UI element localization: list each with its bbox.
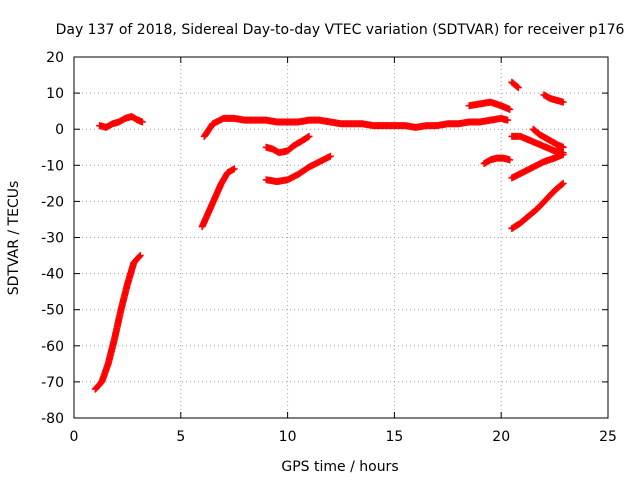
y-tick-label: -50 — [41, 303, 64, 319]
data-series — [480, 154, 514, 167]
data-point — [558, 180, 566, 188]
data-series — [508, 78, 522, 92]
data-point — [559, 179, 567, 187]
data-point — [559, 150, 567, 158]
data-point — [135, 253, 143, 261]
y-tick-label: -30 — [41, 231, 64, 247]
y-tick-label: -10 — [41, 158, 64, 174]
data-series — [200, 114, 512, 140]
data-point — [559, 98, 567, 106]
y-tick-label: 20 — [46, 50, 64, 66]
data-series — [508, 150, 567, 182]
data-series — [262, 152, 334, 186]
y-axis-label: SDTVAR / TECUs — [6, 181, 22, 296]
data-series — [96, 113, 146, 131]
data-point — [559, 143, 567, 151]
data-point — [506, 105, 514, 113]
data-series — [262, 132, 313, 157]
grid-lines — [74, 57, 608, 418]
data-point — [305, 132, 313, 140]
x-tick-label: 10 — [279, 429, 297, 445]
data-point — [230, 165, 238, 173]
x-tick-label: 0 — [70, 429, 79, 445]
data-point — [326, 152, 334, 160]
x-tick-label: 20 — [492, 429, 510, 445]
data-points — [91, 78, 567, 393]
data-series — [198, 165, 238, 231]
y-tick-label: -70 — [41, 375, 64, 391]
data-point — [513, 83, 521, 91]
x-axis-label: GPS time / hours — [281, 459, 398, 475]
data-series — [540, 91, 567, 106]
data-point — [136, 252, 144, 260]
data-point — [504, 116, 512, 124]
y-tick-label: -20 — [41, 194, 64, 210]
axis-ticks: 0 5 10 15 20 25 -80 -70 -60 -50 -40 -30 -20 -10 0 10 20 — [41, 50, 617, 445]
data-point — [514, 84, 522, 92]
data-point — [304, 133, 312, 141]
y-tick-label: -40 — [41, 267, 64, 283]
data-series — [529, 125, 567, 151]
data-series — [508, 179, 567, 232]
y-tick-label: -80 — [41, 411, 64, 427]
y-tick-label: 0 — [55, 122, 64, 138]
data-series — [91, 252, 144, 393]
x-tick-label: 5 — [176, 429, 185, 445]
plot-frame — [73, 56, 609, 419]
y-tick-label: -60 — [41, 339, 64, 355]
data-point — [506, 156, 514, 164]
x-tick-label: 25 — [599, 429, 617, 445]
data-point — [138, 118, 146, 126]
data-series — [465, 98, 514, 113]
chart-title: Day 137 of 2018, Sidereal Day-to-day VTE… — [56, 22, 625, 38]
y-tick-label: 10 — [46, 86, 64, 102]
x-tick-label: 15 — [385, 429, 403, 445]
